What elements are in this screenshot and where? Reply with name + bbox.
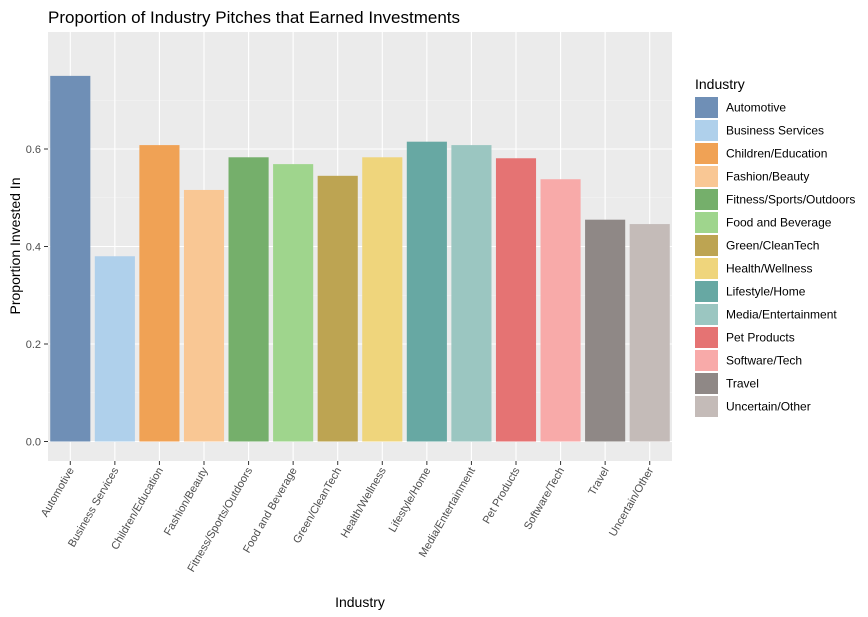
legend-label: Uncertain/Other [726,400,811,414]
legend-key [695,120,718,141]
y-tick-label: 0.6 [26,144,41,156]
legend-key [695,396,718,417]
legend-key [695,97,718,118]
bar-green-cleantech [317,175,358,442]
bar-fitness-sports-outdoors [228,157,269,442]
bar-travel [585,219,626,442]
legend-key [695,373,718,394]
legend-label: Children/Education [726,147,827,161]
legend-key [695,189,718,210]
bar-lifestyle-home [406,141,447,442]
legend-key [695,350,718,371]
legend-key [695,235,718,256]
bar-media-entertainment [451,145,492,442]
y-tick-label: 0.0 [26,437,41,449]
legend-label: Pet Products [726,331,795,345]
bar-health-wellness [362,157,403,442]
bar-fashion-beauty [183,189,225,442]
legend-label: Business Services [726,124,824,138]
x-axis-title: Industry [335,594,385,610]
bar-pet-products [495,158,537,442]
legend: Industry Automotive Business Services Chil… [695,76,855,417]
bars [50,75,670,442]
legend-label: Fashion/Beauty [726,170,809,184]
legend-key [695,166,718,187]
bar-software-tech [540,179,581,442]
bar-business-services [94,256,135,442]
bar-food-and-beverage [273,164,314,442]
legend-label: Green/CleanTech [726,239,819,253]
y-axis-title: Proportion Invested In [7,178,23,315]
chart-title: Proportion of Industry Pitches that Earn… [48,8,460,27]
y-tick-label: 0.2 [26,339,41,351]
legend-label: Software/Tech [726,354,802,368]
y-axis: 0.0 0.2 0.4 0.6 [26,144,48,449]
y-tick-label: 0.4 [26,242,41,254]
bar-automotive [50,75,91,442]
legend-key [695,212,718,233]
legend-key [695,327,718,348]
legend-label: Travel [726,377,759,391]
legend-label: Food and Beverage [726,216,832,230]
legend-key [695,304,718,325]
legend-key [695,258,718,279]
legend-label: Fitness/Sports/Outdoors [726,193,855,207]
legend-key [695,143,718,164]
legend-key [695,281,718,302]
legend-label: Lifestyle/Home [726,285,806,299]
legend-label: Media/Entertainment [726,308,837,322]
bar-uncertain-other [629,224,670,442]
legend-label: Health/Wellness [726,262,812,276]
legend-title: Industry [695,76,745,92]
bar-children-education [139,145,180,442]
legend-label: Automotive [726,101,786,115]
